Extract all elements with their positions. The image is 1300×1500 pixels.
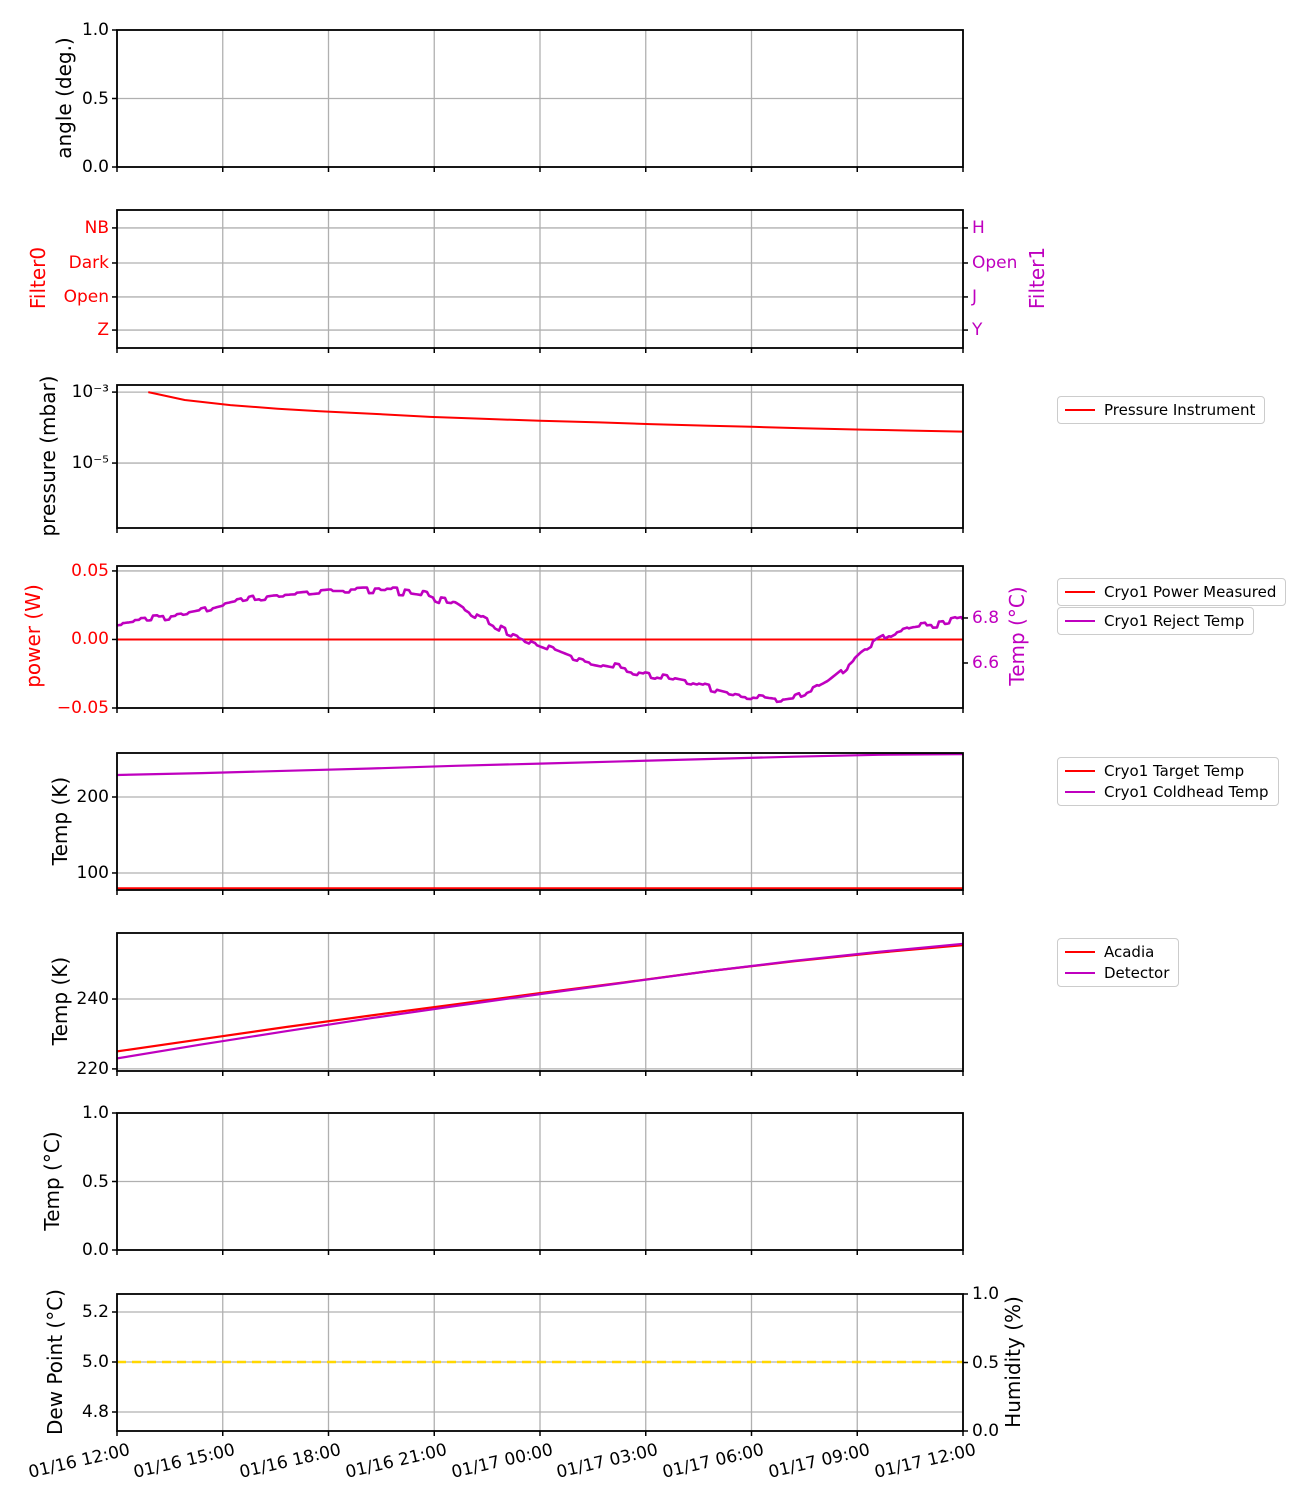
ytick-label-detector-1: 220	[76, 1058, 109, 1079]
legend-label: Detector	[1104, 964, 1170, 982]
legend-line-swatch	[1065, 951, 1095, 953]
ytick-label-angle-0: 1.0	[81, 20, 109, 40]
legend-power-1: Cryo1 Reject Temp	[1057, 607, 1255, 635]
spine-tempc	[116, 1112, 964, 1251]
ytick-label-cryo-1: 100	[76, 862, 109, 883]
ytick-label-filters-0: NB	[84, 217, 109, 238]
legend-line-swatch	[1065, 972, 1095, 974]
ytick-label-filters-3: Z	[97, 320, 109, 341]
legend-line-swatch	[1065, 791, 1095, 793]
ytick-label-tempc-1: 0.5	[81, 1171, 109, 1192]
legend-item: Cryo1 Reject Temp	[1065, 612, 1244, 630]
ytick-label-pressure-1: 10⁻⁵	[71, 453, 109, 474]
ytick-label-r-filters-2: J	[972, 286, 978, 307]
legend-label: Cryo1 Target Temp	[1104, 762, 1245, 780]
legend-item: Cryo1 Power Measured	[1065, 583, 1276, 601]
legend-line-swatch	[1065, 409, 1095, 411]
ytick-label-r-filters-3: Y	[972, 320, 983, 341]
ytick-label-r-filters-1: Open	[972, 252, 1018, 273]
ylabel-right-dew: Humidity (%)	[1001, 1295, 1025, 1428]
legend-power-0: Cryo1 Power Measured	[1057, 578, 1287, 606]
legend-cryo-0: Cryo1 Target Temp Cryo1 Coldhead Temp	[1057, 757, 1279, 806]
legend-item: Cryo1 Coldhead Temp	[1065, 783, 1269, 801]
legend-label: Acadia	[1104, 943, 1155, 961]
ytick-label-tempc-0: 1.0	[81, 1103, 109, 1123]
ytick-label-pressure-0: 10⁻³	[71, 382, 109, 403]
ytick-label-r-filters-0: H	[972, 217, 985, 238]
ylabel-power: power (W)	[21, 584, 45, 688]
legend-detector-0: Acadia Detector	[1057, 938, 1180, 987]
ytick-label-cryo-0: 200	[76, 786, 109, 807]
series-pressure-0-pressure-instrument	[148, 391, 963, 433]
ytick-label-angle-1: 0.5	[81, 88, 109, 109]
legend-item: Pressure Instrument	[1065, 401, 1255, 419]
ytick-label-r-dew-2: 0.0	[972, 1421, 1000, 1441]
legend-item: Acadia	[1065, 943, 1169, 961]
ytick-label-dew-0: 5.2	[81, 1302, 109, 1322]
legend-item: Cryo1 Target Temp	[1065, 762, 1269, 780]
legend-line-swatch	[1065, 620, 1095, 622]
ytick-label-r-dew-0: 1.0	[972, 1284, 1000, 1304]
ylabel-right-filters: Filter1	[1025, 246, 1049, 310]
spine-cryo	[116, 752, 964, 891]
spine-power	[116, 565, 964, 709]
ytick-label-dew-1: 5.0	[81, 1352, 109, 1372]
spine-dew	[116, 1293, 964, 1432]
ytick-label-filters-2: Open	[63, 286, 109, 307]
legend-label: Cryo1 Power Measured	[1104, 583, 1277, 601]
legend-line-swatch	[1065, 770, 1095, 772]
ytick-label-power-1: 0.00	[71, 629, 109, 650]
spine-filters	[116, 209, 964, 349]
ytick-label-angle-2: 0.0	[81, 157, 109, 177]
legend-pressure-0: Pressure Instrument	[1057, 396, 1266, 424]
ytick-label-tempc-2: 0.0	[81, 1240, 109, 1260]
spine-angle	[116, 29, 964, 168]
spine-pressure	[116, 384, 964, 529]
spine-detector	[116, 932, 964, 1072]
legend-item: Detector	[1065, 964, 1169, 982]
ytick-label-power-2: −0.05	[56, 698, 109, 718]
ytick-label-r-dew-1: 0.5	[972, 1352, 1000, 1373]
ylabel-angle: angle (deg.)	[52, 36, 76, 159]
legend-label: Cryo1 Reject Temp	[1104, 612, 1245, 630]
ytick-label-detector-0: 240	[76, 989, 109, 1010]
legend-label: Cryo1 Coldhead Temp	[1104, 783, 1269, 801]
ytick-label-r-power-0: 6.8	[972, 607, 1000, 628]
legend-line-swatch	[1065, 591, 1095, 593]
ytick-label-filters-1: Dark	[68, 252, 109, 273]
ylabel-right-power: Temp (°C)	[1005, 586, 1029, 686]
ytick-label-power-0: 0.05	[71, 560, 109, 581]
series-cryo-1-cryo1-coldhead-temp	[117, 753, 963, 777]
ytick-label-dew-2: 4.8	[81, 1402, 109, 1422]
ytick-label-r-power-1: 6.6	[972, 652, 1000, 673]
ylabel-dew: Dew Point (°C)	[43, 1288, 67, 1435]
legend-label: Pressure Instrument	[1104, 401, 1256, 419]
series-detector-1-detector	[117, 942, 963, 1060]
series-power-1-cryo1-reject-temp	[117, 586, 963, 704]
